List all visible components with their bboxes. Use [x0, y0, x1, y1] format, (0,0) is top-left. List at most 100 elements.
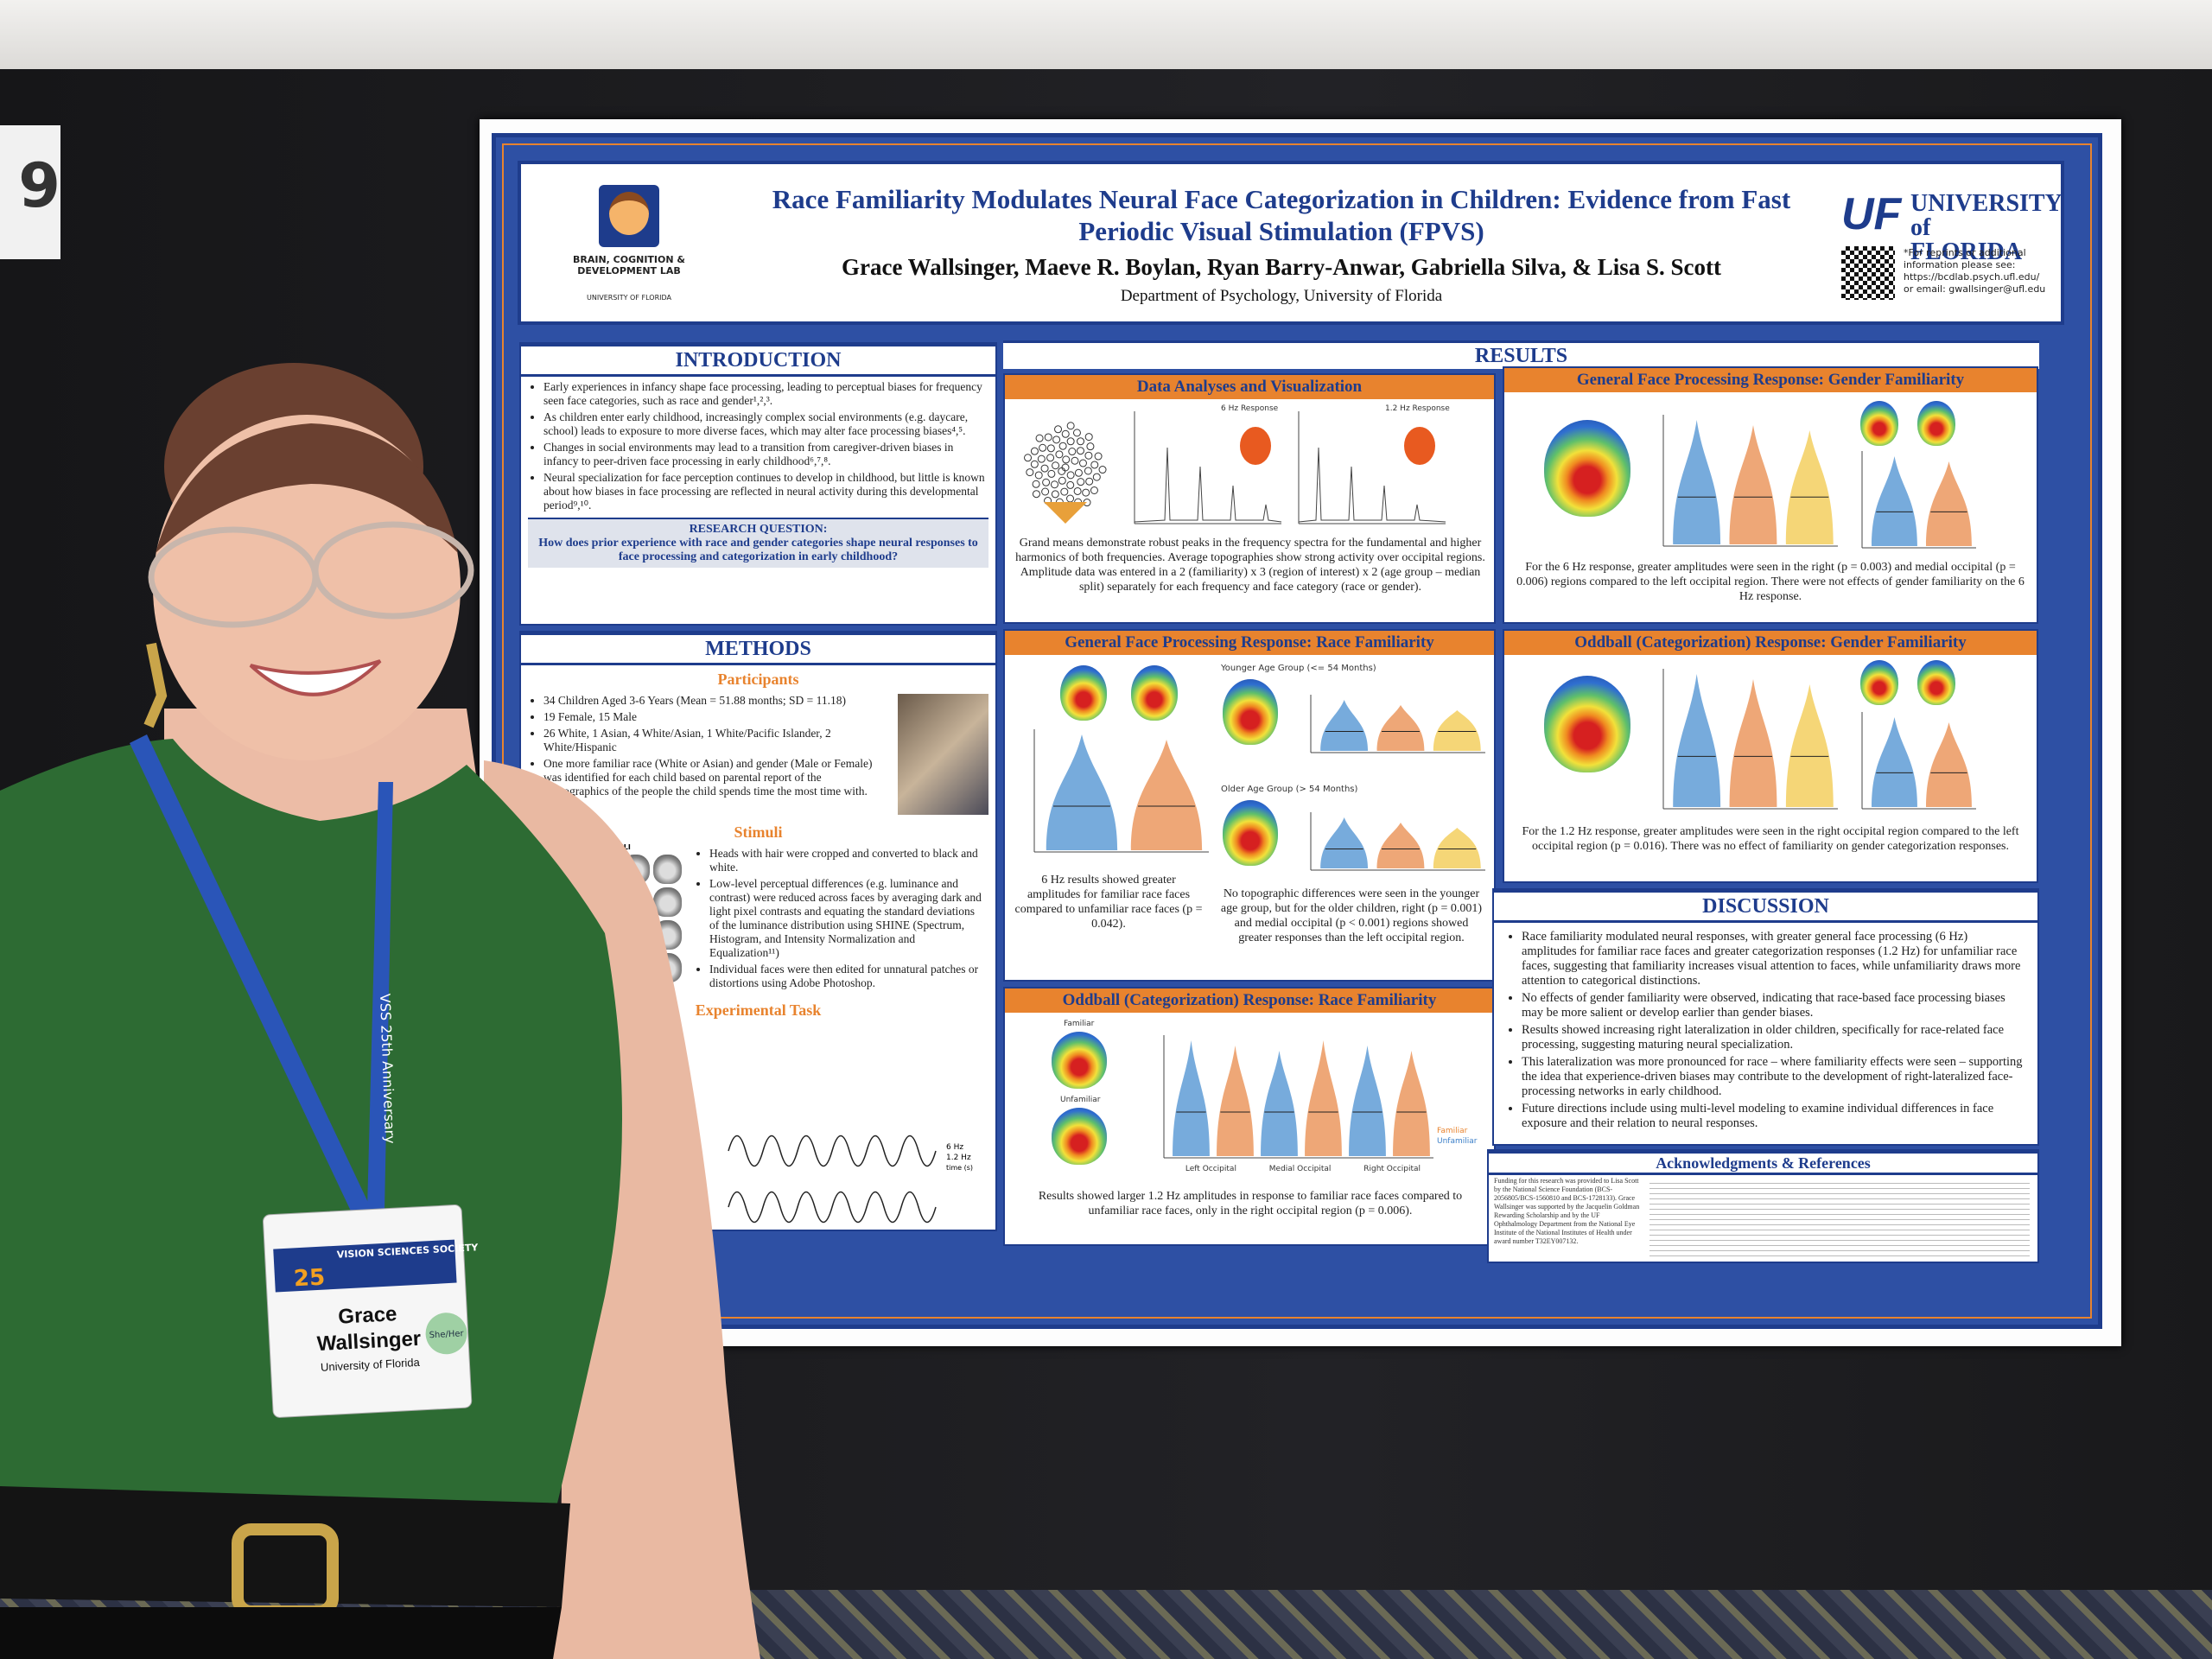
bullet: As children enter early childhood, incre… — [543, 410, 987, 438]
badge-affiliation: University of Florida — [321, 1356, 421, 1374]
violin-plot — [1662, 669, 1838, 810]
reprint-info: *For reprints or additional information … — [1904, 247, 2046, 295]
topography — [1917, 660, 1955, 705]
topography — [1544, 420, 1630, 517]
legend-entry: Familiar — [1437, 1127, 1468, 1135]
topography — [1052, 1108, 1107, 1165]
topography — [1860, 660, 1898, 705]
region-labels: Left Occipital Medial Occipital Right Occi… — [1169, 1165, 1437, 1173]
electrode — [1073, 486, 1082, 495]
electrode — [1086, 442, 1095, 451]
violin — [1376, 705, 1425, 751]
electrode — [1032, 490, 1040, 499]
violin — [1173, 1040, 1210, 1156]
funding: Funding for this research was provided t… — [1494, 1177, 1640, 1245]
spectrum — [1298, 447, 1446, 523]
electrode — [1035, 434, 1044, 442]
freq-label: 1.2 Hz — [946, 1154, 971, 1162]
discussion-panel: DISCUSSION Race familiarity modulated ne… — [1492, 888, 2039, 1146]
electrode — [1046, 454, 1055, 462]
violin — [1046, 734, 1118, 850]
topography — [1060, 665, 1107, 721]
violin — [1729, 425, 1777, 544]
qr-code — [1841, 246, 1895, 300]
electrode — [1071, 456, 1079, 465]
violin — [1673, 674, 1721, 807]
violin — [1433, 828, 1481, 868]
electrode — [1074, 468, 1083, 477]
caption: For the 6 Hz response, greater amplitude… — [1516, 561, 2024, 603]
violin — [1320, 700, 1369, 751]
legend-entry: Unfamiliar — [1437, 1137, 1478, 1146]
logo-face — [609, 192, 649, 235]
violin — [1217, 1046, 1254, 1156]
lanyard — [130, 734, 372, 1218]
violin — [1785, 684, 1834, 807]
bullet: No effects of gender familiarity were ob… — [1522, 991, 2025, 1020]
electrode — [1085, 477, 1094, 486]
sine-wave — [728, 1191, 937, 1224]
violin — [1261, 1051, 1298, 1156]
electrode — [1084, 467, 1092, 475]
department: Department of Psychology, University of … — [1120, 287, 1443, 305]
bar-plot — [1310, 812, 1485, 871]
electrode — [1051, 490, 1059, 499]
bullet: 34 Children Aged 3-6 Years (Mean = 51.88… — [543, 694, 882, 708]
electrode — [1040, 464, 1049, 473]
electrode — [1072, 429, 1081, 437]
electrode — [1078, 459, 1087, 467]
bullet: Heads with hair were cropped and convert… — [709, 847, 987, 874]
panel-title: Oddball (Categorization) Response: Gende… — [1504, 631, 2037, 655]
intro-bullets: Early experiences in infancy shape face … — [528, 380, 987, 512]
axis-label: time (s) — [946, 1164, 973, 1172]
subheading: Participants — [717, 671, 799, 688]
electrode — [1058, 476, 1066, 485]
electrode — [1092, 473, 1101, 481]
electrode — [1077, 437, 1085, 446]
references — [1649, 1179, 2030, 1256]
face-thumb — [653, 887, 682, 917]
participant-bullets: 34 Children Aged 3-6 Years (Mean = 51.88… — [528, 694, 882, 815]
section-heading: METHODS — [521, 632, 995, 665]
electrode — [1037, 454, 1046, 463]
electrode — [1066, 437, 1075, 446]
electrode — [1041, 487, 1050, 496]
electrode — [1066, 480, 1075, 489]
lanyard — [367, 782, 393, 1210]
face-thumb — [653, 855, 682, 884]
bullet: Future directions include using multi-le… — [1522, 1102, 2025, 1131]
electrode — [1052, 435, 1061, 444]
electrode — [1042, 478, 1051, 486]
violin — [1872, 717, 1917, 807]
race-oddball-panel: Oddball (Categorization) Response: Race … — [1003, 987, 1496, 1246]
results-heading: RESULTS — [1003, 340, 2039, 369]
electrode — [1030, 460, 1039, 468]
electrode — [1077, 478, 1085, 486]
sine-wave — [728, 1135, 937, 1167]
panel-title: Data Analyses and Visualization — [1005, 375, 1494, 399]
bullet: One more familiar race (White or Asian) … — [543, 757, 882, 798]
electrode — [1084, 433, 1093, 442]
violin — [1673, 420, 1721, 544]
section-heading: INTRODUCTION — [521, 344, 995, 377]
violin-plot — [1861, 712, 1976, 810]
panel-title: General Face Processing Response: Race F… — [1005, 631, 1494, 655]
electrode — [1032, 480, 1040, 488]
electrode — [1062, 455, 1071, 464]
electrode — [1047, 469, 1056, 478]
panel-title: Oddball (Categorization) Response: Race … — [1005, 988, 1494, 1013]
topography — [1240, 427, 1271, 465]
gender-general-panel: General Face Processing Response: Gender… — [1503, 366, 2038, 624]
electrode — [1046, 444, 1055, 453]
poster-header: BRAIN, COGNITION & DEVELOPMENT LAB UNIVE… — [518, 161, 2064, 325]
violin-plot — [1861, 451, 1976, 549]
bullet: 26 White, 1 Asian, 4 White/Asian, 1 Whit… — [543, 727, 882, 754]
electrode — [1098, 466, 1107, 474]
electrode — [1039, 443, 1047, 452]
panel-title: General Face Processing Response: Gender… — [1504, 368, 2037, 392]
caption: Results showed larger 1.2 Hz amplitudes … — [1038, 1190, 1463, 1217]
caption: For the 1.2 Hz response, greater amplitu… — [1522, 825, 2019, 853]
bullet: 19 Female, 15 Male — [543, 710, 882, 724]
spectrum — [1134, 447, 1282, 523]
